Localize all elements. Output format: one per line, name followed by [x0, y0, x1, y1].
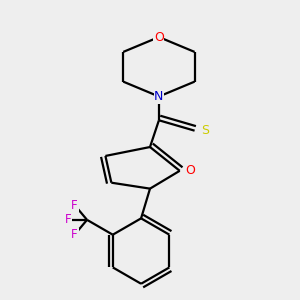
Text: S: S [201, 124, 209, 137]
Text: N: N [154, 90, 164, 103]
Text: O: O [154, 31, 164, 44]
Text: F: F [71, 228, 78, 241]
Text: O: O [185, 164, 195, 177]
Text: F: F [71, 199, 78, 212]
Text: F: F [64, 213, 71, 226]
